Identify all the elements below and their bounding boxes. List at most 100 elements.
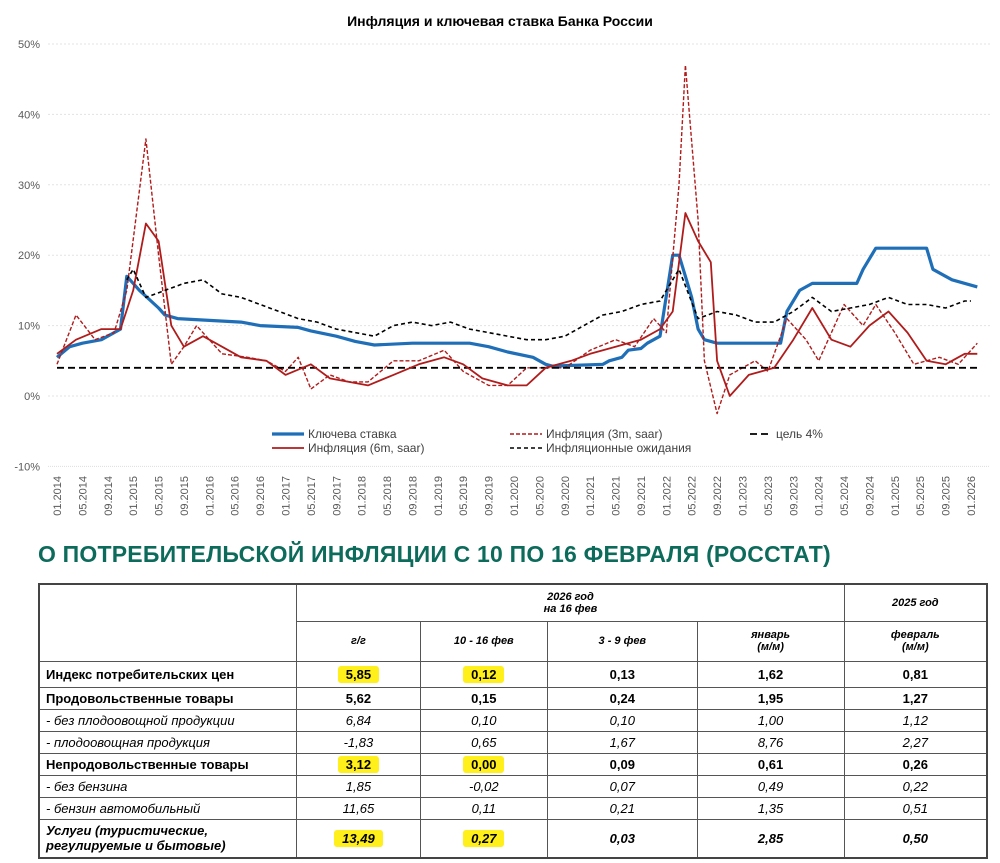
label-header (38, 583, 298, 662)
cell-value: -1,83 (296, 730, 421, 754)
x-tick-label: 05.2022 (687, 476, 699, 516)
x-tick-label: 09.2020 (560, 476, 572, 516)
cell-value: 1,27 (843, 686, 988, 710)
cell-value: 11,65 (296, 796, 421, 820)
cell-value: 1,62 (696, 660, 845, 688)
row-label: - без плодоовощной продукции (38, 708, 298, 732)
table-row: Услуги (туристические, регулируемые и бы… (38, 818, 988, 859)
cell-value: 2,85 (696, 818, 845, 859)
chart-title: Инфляция и ключевая ставка Банка России (347, 13, 653, 29)
cell-value: 0,10 (419, 708, 549, 732)
x-tick-label: 09.2014 (103, 476, 115, 516)
x-tick-label: 05.2025 (915, 476, 927, 516)
x-tick-label: 01.2025 (890, 476, 902, 516)
row-label: - без бензина (38, 774, 298, 798)
cell-value: 0,24 (547, 686, 698, 710)
cell-value: 0,61 (696, 752, 845, 776)
x-tick-label: 09.2016 (255, 476, 267, 516)
cell-value: 1,85 (296, 774, 421, 798)
x-tick-label: 05.2014 (77, 476, 89, 516)
x-tick-label: 05.2015 (154, 476, 166, 516)
x-tick-label: 01.2026 (966, 476, 978, 516)
cell-value: 3,12 (296, 752, 421, 776)
table-row: Продовольственные товары 5,62 0,15 0,24 1,95… (38, 686, 988, 710)
legend-entry: Ключева ставка (308, 427, 397, 441)
cell-value: 2,27 (843, 730, 988, 754)
series-line-0 (55, 246, 978, 368)
series-line-4 (126, 268, 971, 341)
cell-value: 0,12 (419, 660, 549, 688)
x-tick-label: 09.2015 (179, 476, 191, 516)
x-tick-label: 05.2024 (839, 476, 851, 516)
legend-entry: Инфляция (6m, saar) (308, 441, 424, 455)
legend-entry: цель 4% (776, 427, 823, 441)
x-tick-label: 01.2020 (509, 476, 521, 516)
inflation-chart: Инфляция и ключевая ставка Банка России … (14, 13, 990, 516)
y-tick-label: 50% (18, 39, 40, 51)
cell-value: 0,50 (843, 818, 988, 859)
x-tick-label: 01.2018 (357, 476, 369, 516)
x-tick-label: 01.2024 (814, 476, 826, 516)
y-tick-label: 40% (18, 109, 40, 121)
cell-value: 0,81 (843, 660, 988, 688)
cell-value: 1,95 (696, 686, 845, 710)
x-tick-label: 01.2014 (52, 476, 64, 516)
cell-value: 5,62 (296, 686, 421, 710)
x-tick-label: 09.2025 (941, 476, 953, 516)
inflation-table: 2026 год на 16 фев 2025 год г/г 10 - 16 фе… (38, 583, 988, 859)
y-tick-label: -10% (14, 461, 40, 473)
column-header: 10 - 16 фев (419, 620, 549, 662)
cell-value: 0,10 (547, 708, 698, 732)
legend-entry: Инфляция (3m, saar) (546, 427, 662, 441)
y-tick-label: 0% (24, 391, 40, 403)
column-header: 3 - 9 фев (547, 620, 698, 662)
cell-value: 1,67 (547, 730, 698, 754)
x-tick-label: 05.2020 (534, 476, 546, 516)
row-label: - плодоовощная продукция (38, 730, 298, 754)
cell-value: 0,21 (547, 796, 698, 820)
x-tick-label: 01.2019 (433, 476, 445, 516)
cell-value: 0,11 (419, 796, 549, 820)
cell-value: 0,07 (547, 774, 698, 798)
cell-value: 0,22 (843, 774, 988, 798)
x-tick-label: 01.2017 (281, 476, 293, 516)
row-label: - бензин автомобильный (38, 796, 298, 820)
row-label: Непродовольственные товары (38, 752, 298, 776)
column-header: г/г (296, 620, 421, 662)
cell-value: 5,85 (296, 660, 421, 688)
y-tick-label: 20% (18, 250, 40, 262)
table-row: - без плодоовощной продукции 6,84 0,10 0,10… (38, 708, 988, 732)
x-tick-label: 01.2016 (204, 476, 216, 516)
cell-value: 0,03 (547, 818, 698, 859)
x-tick-label: 01.2023 (738, 476, 750, 516)
series-line-3 (56, 212, 978, 397)
row-label: Индекс потребительских цен (38, 660, 298, 688)
x-tick-label: 09.2018 (407, 476, 419, 516)
group-header-2025: 2025 год (843, 583, 988, 622)
table-row: - без бензина 1,85 -0,02 0,07 0,49 0,22 (38, 774, 988, 798)
cell-value: 0,26 (843, 752, 988, 776)
cell-value: 0,51 (843, 796, 988, 820)
legend-entry: Инфляционные ожидания (546, 441, 691, 455)
cell-value: 0,13 (547, 660, 698, 688)
x-tick-label: 05.2023 (763, 476, 775, 516)
y-tick-label: 10% (18, 321, 40, 333)
x-tick-label: 05.2018 (382, 476, 394, 516)
x-tick-label: 09.2023 (788, 476, 800, 516)
x-tick-label: 05.2016 (230, 476, 242, 516)
series-line-1 (56, 64, 978, 415)
cell-value: 6,84 (296, 708, 421, 732)
group-header-2026: 2026 год на 16 фев (296, 583, 845, 622)
table-row: - бензин автомобильный 11,65 0,11 0,21 1,35 0… (38, 796, 988, 820)
cell-value: 0,00 (419, 752, 549, 776)
cell-value: 1,00 (696, 708, 845, 732)
cell-value: 0,65 (419, 730, 549, 754)
x-tick-label: 09.2021 (636, 476, 648, 516)
x-tick-label: 09.2022 (712, 476, 724, 516)
cell-value: 1,12 (843, 708, 988, 732)
cell-value: 0,49 (696, 774, 845, 798)
x-tick-label: 05.2017 (306, 476, 318, 516)
x-tick-label: 05.2021 (611, 476, 623, 516)
column-header: январь (м/м) (696, 620, 845, 662)
x-tick-label: 01.2015 (128, 476, 140, 516)
